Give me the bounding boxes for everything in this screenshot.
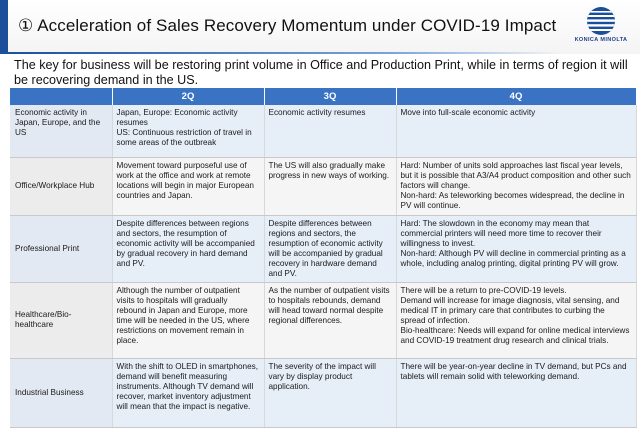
forecast-table: 2Q 3Q 4Q Economic activity in Japan, Eur…	[10, 88, 637, 428]
page-title: ① Acceleration of Sales Recovery Momentu…	[18, 16, 557, 35]
table-row: Healthcare/Bio-healthcare Although the n…	[10, 282, 637, 359]
cell-4q-text: Hard: The slowdown in the economy may me…	[400, 218, 626, 268]
cell-4q: There will be a return to pre-COVID-19 l…	[396, 282, 637, 359]
cell-4q-text: There will be year-on-year decline in TV…	[400, 361, 627, 381]
cell-4q-text: Move into full-scale economic activity	[400, 108, 536, 117]
row-label-text: Economic activity in Japan, Europe, and …	[15, 108, 101, 137]
cell-3q-text: Despite differences between regions and …	[268, 218, 383, 278]
row-label-text: Healthcare/Bio-healthcare	[15, 310, 72, 329]
title-bar: ① Acceleration of Sales Recovery Momentu…	[0, 0, 640, 54]
cell-3q: Despite differences between regions and …	[264, 215, 397, 283]
row-label: Professional Print	[10, 215, 113, 283]
cell-2q: With the shift to OLED in smartphones, d…	[112, 358, 265, 428]
cell-2q-text: Although the number of outpatient visits…	[116, 285, 250, 345]
row-label: Economic activity in Japan, Europe, and …	[10, 105, 113, 158]
cell-4q-text: There will be a return to pre-COVID-19 l…	[400, 285, 630, 345]
column-header-4q: 4Q	[396, 88, 637, 105]
cell-4q: Hard: Number of units sold approaches la…	[396, 157, 637, 216]
row-label: Office/Workplace Hub	[10, 157, 113, 216]
cell-3q: As the number of outpatient visits to ho…	[264, 282, 397, 359]
row-label-text: Office/Workplace Hub	[15, 181, 95, 190]
cell-2q-text: Despite differences between regions and …	[116, 218, 255, 268]
table-row: Office/Workplace Hub Movement toward pur…	[10, 157, 637, 216]
cell-4q: Move into full-scale economic activity	[396, 105, 637, 158]
title-underline	[0, 52, 560, 54]
row-label-text: Professional Print	[15, 243, 80, 253]
title-accent-bar	[0, 0, 8, 54]
logo-wordmark: KONICA MINOLTA	[574, 37, 628, 43]
cell-4q: There will be year-on-year decline in TV…	[396, 358, 637, 428]
table-header-row: 2Q 3Q 4Q	[10, 88, 637, 105]
table-row: Professional Print Despite differences b…	[10, 215, 637, 283]
column-header-3q: 3Q	[264, 88, 397, 105]
table-row: Industrial Business With the shift to OL…	[10, 358, 637, 428]
cell-2q: Japan, Europe: Economic activity resumes…	[112, 105, 265, 158]
cell-3q-text: Economic activity resumes	[268, 108, 366, 117]
company-logo: KONICA MINOLTA	[570, 6, 632, 52]
cell-2q: Movement toward purposeful use of work a…	[112, 157, 265, 216]
column-header-corner	[10, 88, 113, 105]
globe-logo-icon	[587, 7, 615, 35]
cell-3q-text: The severity of the impact will vary by …	[268, 361, 376, 391]
cell-3q: The US will also gradually make progress…	[264, 157, 397, 216]
column-header-2q: 2Q	[112, 88, 265, 105]
subtitle: The key for business will be restoring p…	[14, 58, 628, 87]
cell-2q: Although the number of outpatient visits…	[112, 282, 265, 359]
row-label-text: Industrial Business	[15, 387, 84, 397]
cell-4q: Hard: The slowdown in the economy may me…	[396, 215, 637, 283]
cell-3q-text: As the number of outpatient visits to ho…	[268, 285, 390, 325]
cell-2q: Despite differences between regions and …	[112, 215, 265, 283]
cell-3q: The severity of the impact will vary by …	[264, 358, 397, 428]
cell-4q-text: Hard: Number of units sold approaches la…	[400, 160, 631, 210]
row-label: Industrial Business	[10, 358, 113, 428]
table-row: Economic activity in Japan, Europe, and …	[10, 105, 637, 158]
cell-3q: Economic activity resumes	[264, 105, 397, 158]
cell-2q-text: With the shift to OLED in smartphones, d…	[116, 361, 259, 411]
cell-2q-text: Movement toward purposeful use of work a…	[116, 160, 254, 200]
cell-3q-text: The US will also gradually make progress…	[268, 160, 390, 180]
row-label: Healthcare/Bio-healthcare	[10, 282, 113, 359]
cell-2q-text: Japan, Europe: Economic activity resumes…	[116, 108, 252, 147]
